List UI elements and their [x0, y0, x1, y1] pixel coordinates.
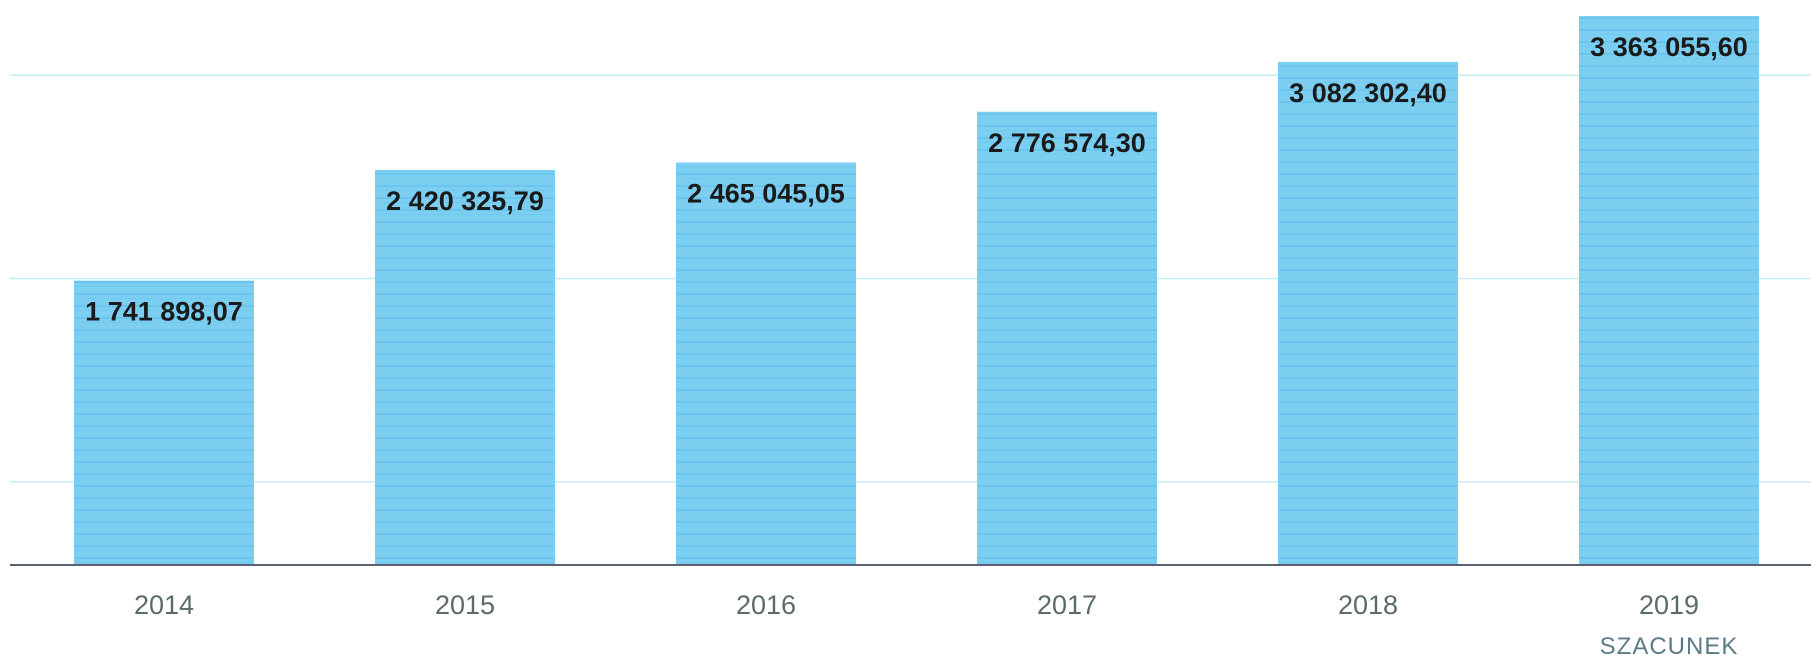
bar-2015 — [375, 169, 555, 565]
x-tick-labels: 2014 2015 2016 2017 2018 2019 SZACUNEK — [134, 590, 1739, 660]
bar-value-label: 2 776 574,30 — [988, 128, 1146, 158]
bars — [74, 16, 1759, 565]
x-tick-label: 2017 — [1037, 590, 1097, 620]
x-tick-label: 2019 — [1639, 590, 1699, 620]
bar-value-label: 3 082 302,40 — [1289, 78, 1447, 108]
x-tick-label: 2014 — [134, 590, 194, 620]
bar-value-label: 1 741 898,07 — [85, 297, 243, 327]
bar-2019 — [1579, 16, 1759, 565]
x-tick-label: 2018 — [1338, 590, 1398, 620]
bar-2018 — [1278, 61, 1458, 565]
bar-2017 — [977, 111, 1157, 565]
bar-value-label: 2 420 325,79 — [386, 186, 544, 216]
x-tick-label: 2016 — [736, 590, 796, 620]
gridlines — [10, 74, 1811, 483]
bar-2016 — [676, 162, 856, 565]
value-labels: 1 741 898,07 2 420 325,79 2 465 045,05 2 77… — [85, 32, 1748, 327]
x-tick-sublabel: SZACUNEK — [1600, 633, 1739, 660]
bar-value-label: 2 465 045,05 — [687, 179, 845, 209]
x-tick-label: 2015 — [435, 590, 495, 620]
bar-2014 — [74, 280, 254, 565]
bar-value-label: 3 363 055,60 — [1590, 32, 1748, 62]
